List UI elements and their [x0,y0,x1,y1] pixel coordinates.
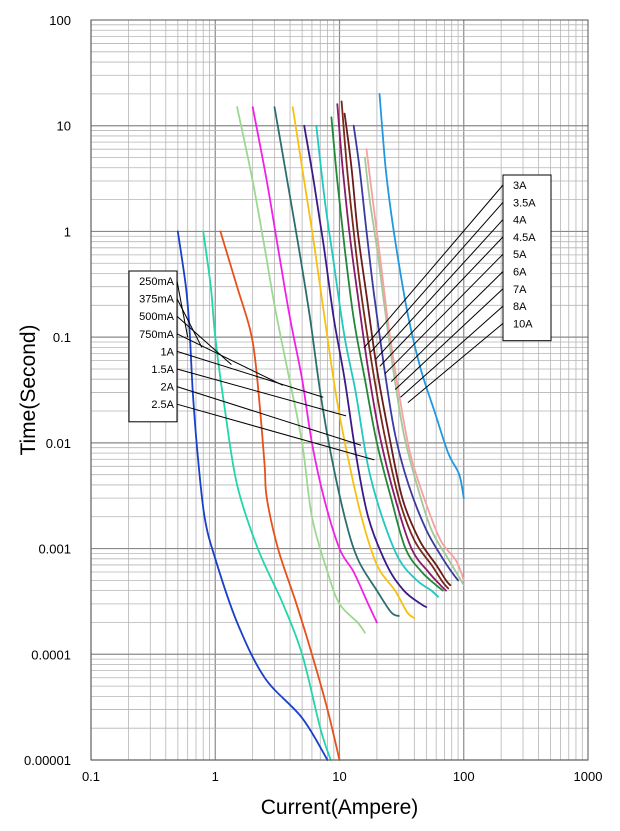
leader-line-10A [407,323,504,404]
y-tick-label: 0.0001 [31,647,71,662]
legend-label-4.5A: 4.5A [513,232,536,244]
leader-line-1.5A [176,368,347,417]
legend-label-7A: 7A [513,284,527,296]
curve-375mA [202,230,332,761]
curve-7A [364,156,465,587]
legend-label-6A: 6A [513,267,527,279]
leader-line-3.5A [370,201,504,353]
curve-8A [365,148,465,582]
leader-line-3A [363,184,504,349]
leader-line-8A [400,305,504,398]
legend-label-10A: 10A [513,318,533,330]
y-tick-label: 0.001 [38,542,71,557]
leader-line-6A [390,271,504,382]
leader-line-5A [384,253,504,375]
legend-box [502,174,552,342]
y-tick-label: 0.01 [46,436,71,451]
y-tick-label: 1 [64,224,71,239]
legend-label-3A: 3A [513,180,527,192]
legend-box [128,270,178,423]
legend-label-5A: 5A [513,249,527,261]
curve-6A [352,124,459,582]
legend-label-4A: 4A [513,215,527,227]
curve-3A [315,124,439,598]
curve-2.5A [303,124,428,608]
curve-4A [336,103,447,592]
curve-10A [378,93,465,499]
curve-1A [251,106,378,624]
curve-750mA [236,106,366,634]
legend-label-750mA: 750mA [139,329,175,341]
x-tick-label: 1000 [574,769,603,784]
curve-5A [343,112,452,587]
leader-line-4.5A [379,236,504,367]
legend-label-2A: 2A [161,382,175,394]
y-axis-title: Time(Second) [17,324,40,455]
leader-line-375mA [176,298,203,348]
curve-1.5A [273,106,400,617]
plot-frame [90,19,589,761]
legend-right: 3A 3.5A 4A 4.5A 5A 6A 7A 8A 10A [363,174,552,404]
legend-label-2.5A: 2.5A [151,399,174,411]
leader-line-500mA [176,315,232,365]
curve-2A [291,106,416,619]
grid [90,20,588,761]
x-tick-label: 0.1 [82,769,100,784]
legend-left: 250mA 375mA 500mA 750mA 1A 1.5A 2A 2.5A [128,270,375,461]
leader-line-2.5A [176,403,375,461]
legend-label-375mA: 375mA [139,294,175,306]
y-tick-label: 10 [57,119,71,134]
curve-3.5A [330,116,444,592]
leader-line-7A [394,288,504,390]
legend-label-8A: 8A [513,301,527,313]
curve-4.5A [340,100,450,590]
x-axis-title: Current(Ampere) [261,796,419,819]
curves [176,93,465,761]
leader-line-2A [176,386,362,446]
leader-line-4A [375,219,504,360]
y-tick-label: 0.00001 [24,753,71,768]
legend-label-250mA: 250mA [139,276,175,288]
y-tick-labels: 100 10 1 0.1 0.01 0.001 0.0001 0.00001 [24,13,71,768]
curve-500mA [219,230,341,761]
x-tick-label: 10 [332,769,346,784]
y-tick-label: 100 [49,13,71,28]
legend-label-500mA: 500mA [139,311,175,323]
leader-line-1A [176,350,324,398]
legend-label-3.5A: 3.5A [513,197,536,209]
x-tick-labels: 0.1 1 10 100 1000 [82,769,603,784]
legend-label-1.5A: 1.5A [151,364,174,376]
legend-label-1A: 1A [161,346,175,358]
curve-250mA [176,230,329,761]
x-tick-label: 100 [453,769,475,784]
x-tick-label: 1 [212,769,219,784]
y-tick-label: 0.1 [53,330,71,345]
leader-line-750mA [176,333,284,386]
